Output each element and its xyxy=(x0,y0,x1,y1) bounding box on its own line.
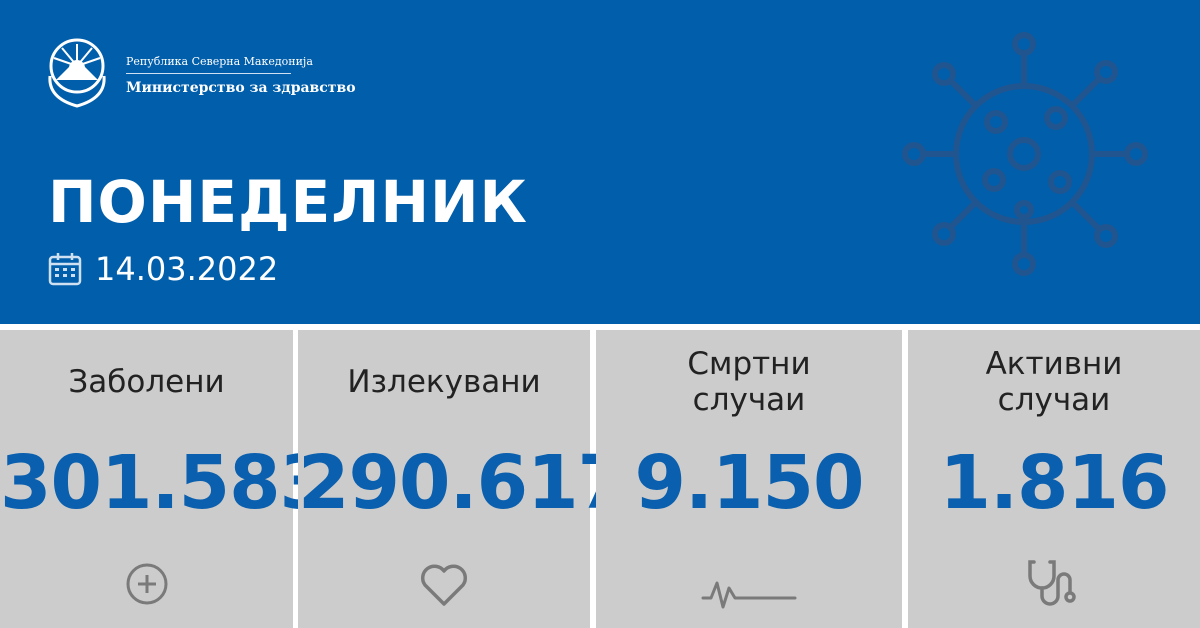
stat-active: Активни случаи 1.816 xyxy=(908,330,1200,628)
heartbeat-line-icon xyxy=(701,581,797,609)
stat-label-line1: Смртни xyxy=(687,346,811,382)
header-banner: Република Северна Македонија Министерств… xyxy=(0,0,1200,324)
stat-deaths: Смртни случаи 9.150 xyxy=(596,330,902,628)
stat-label-line1: Активни xyxy=(985,346,1123,382)
divider xyxy=(126,73,291,74)
virus-icon xyxy=(902,32,1148,276)
stat-recovered: Излекувани 290.617 xyxy=(298,330,629,628)
org-country: Република Северна Македонија xyxy=(126,55,313,68)
day-title: ПОНЕДЕЛНИК xyxy=(48,168,528,236)
stat-label: Заболени xyxy=(68,364,225,400)
heart-icon xyxy=(420,564,468,606)
stat-cases: Заболени 301.583 xyxy=(0,330,331,628)
plus-circle-icon xyxy=(126,563,167,605)
calendar-icon xyxy=(48,253,82,286)
date-text: 14.03.2022 xyxy=(95,250,279,288)
stat-label: Излекувани xyxy=(347,364,541,400)
stat-value: 290.617 xyxy=(298,440,629,526)
stethoscope-icon xyxy=(1028,560,1076,606)
stat-value: 9.150 xyxy=(634,440,864,526)
stat-value: 301.583 xyxy=(0,440,331,526)
stat-value: 1.816 xyxy=(939,440,1169,526)
coat-of-arms-logo xyxy=(48,38,106,108)
org-ministry: Министерство за здравство xyxy=(126,80,356,96)
stat-label-line2: случаи xyxy=(997,382,1111,418)
stat-label-line2: случаи xyxy=(692,382,806,418)
